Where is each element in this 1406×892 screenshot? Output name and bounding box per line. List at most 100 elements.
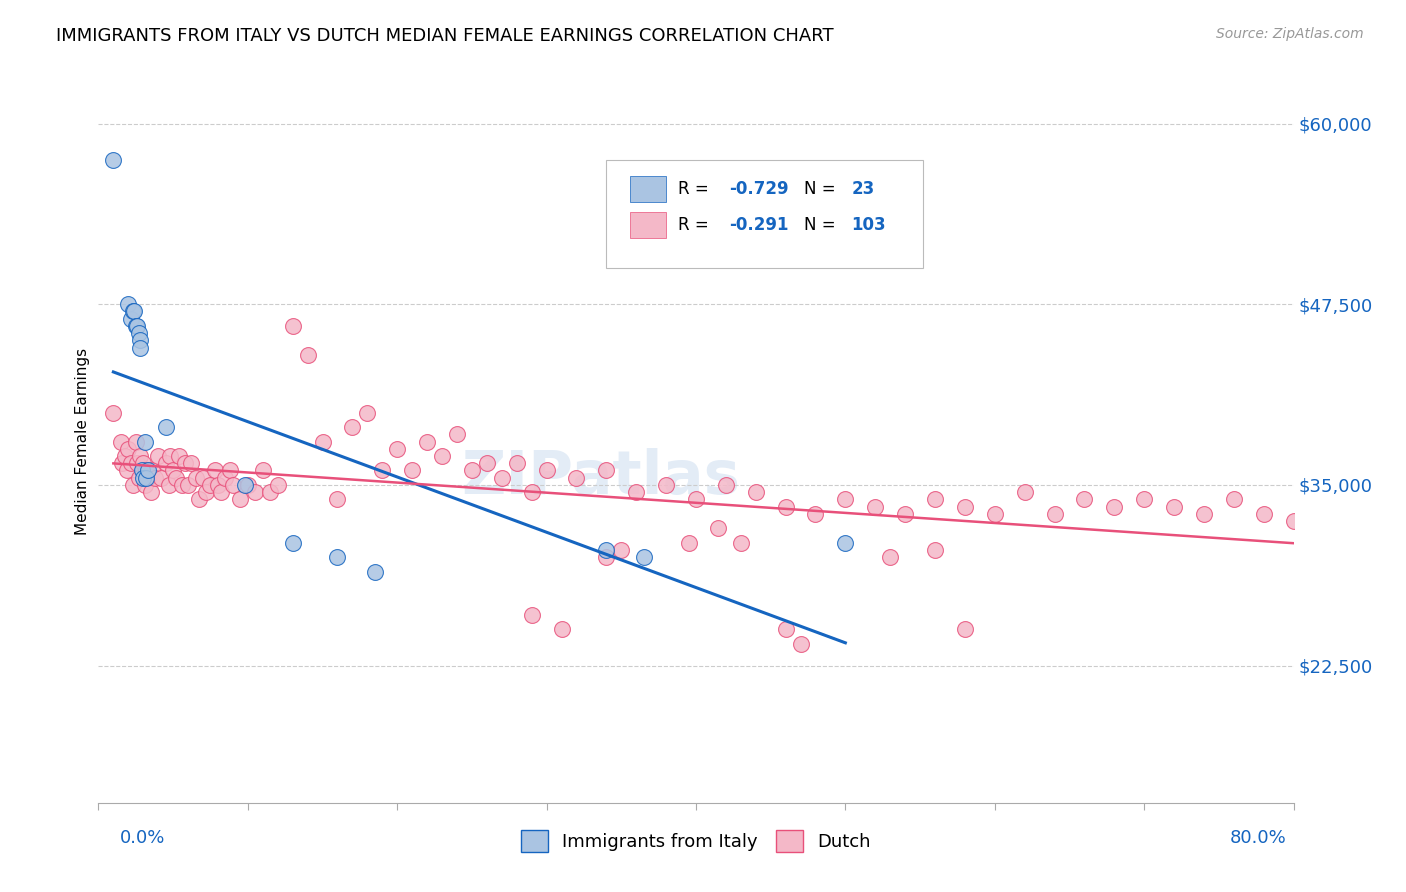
- Point: [1163, 500, 1185, 514]
- Point: [520, 485, 543, 500]
- Point: [111, 456, 134, 470]
- Point: [187, 492, 209, 507]
- Point: [1223, 492, 1246, 507]
- Point: [430, 449, 453, 463]
- Point: [236, 478, 259, 492]
- Point: [214, 470, 236, 484]
- Point: [103, 406, 125, 420]
- Point: [297, 348, 319, 362]
- Point: [222, 478, 245, 492]
- Point: [520, 607, 543, 622]
- Point: [136, 463, 159, 477]
- Text: IMMIGRANTS FROM ITALY VS DUTCH MEDIAN FEMALE EARNINGS CORRELATION CHART: IMMIGRANTS FROM ITALY VS DUTCH MEDIAN FE…: [56, 27, 834, 45]
- Point: [924, 492, 946, 507]
- Text: 103: 103: [852, 216, 886, 234]
- Text: N =: N =: [804, 179, 841, 198]
- Point: [120, 456, 142, 470]
- Point: [311, 434, 333, 449]
- Point: [1073, 492, 1095, 507]
- Point: [135, 463, 157, 477]
- Point: [655, 478, 678, 492]
- Point: [730, 535, 752, 549]
- Point: [924, 542, 946, 557]
- Point: [595, 550, 617, 565]
- Point: [134, 478, 156, 492]
- Text: 80.0%: 80.0%: [1230, 829, 1286, 847]
- Point: [141, 463, 163, 477]
- Point: [371, 463, 394, 477]
- Point: [127, 318, 149, 333]
- Point: [127, 456, 149, 470]
- Point: [610, 542, 633, 557]
- Point: [475, 456, 498, 470]
- Point: [103, 153, 125, 167]
- Text: -0.729: -0.729: [730, 179, 789, 198]
- Point: [461, 463, 484, 477]
- Point: [117, 442, 139, 456]
- Point: [633, 550, 655, 565]
- Point: [115, 463, 138, 477]
- Point: [157, 478, 180, 492]
- Point: [174, 456, 197, 470]
- Text: 0.0%: 0.0%: [120, 829, 165, 847]
- Text: -0.291: -0.291: [730, 216, 789, 234]
- Point: [128, 326, 150, 340]
- Point: [865, 500, 887, 514]
- Point: [207, 478, 229, 492]
- Point: [229, 492, 252, 507]
- Point: [789, 637, 811, 651]
- Text: 23: 23: [852, 179, 875, 198]
- Point: [209, 485, 232, 500]
- Legend: Immigrants from Italy, Dutch: Immigrants from Italy, Dutch: [513, 822, 879, 859]
- Point: [678, 535, 700, 549]
- Point: [180, 456, 202, 470]
- Point: [134, 434, 156, 449]
- Point: [177, 478, 200, 492]
- Point: [385, 442, 409, 456]
- Point: [714, 478, 737, 492]
- FancyBboxPatch shape: [630, 211, 666, 238]
- Point: [1192, 507, 1215, 521]
- Y-axis label: Median Female Earnings: Median Female Earnings: [75, 348, 90, 535]
- Point: [834, 535, 856, 549]
- Point: [259, 485, 281, 500]
- Point: [775, 623, 797, 637]
- Point: [132, 456, 155, 470]
- Point: [984, 507, 1007, 521]
- Point: [1133, 492, 1156, 507]
- Point: [506, 456, 529, 470]
- Point: [121, 478, 143, 492]
- Point: [139, 485, 162, 500]
- Point: [342, 420, 364, 434]
- Point: [159, 449, 181, 463]
- Point: [172, 478, 194, 492]
- Point: [162, 463, 184, 477]
- Point: [356, 406, 378, 420]
- Point: [200, 478, 222, 492]
- Point: [150, 470, 173, 484]
- Point: [219, 463, 242, 477]
- Point: [124, 304, 146, 318]
- Point: [401, 463, 423, 477]
- Point: [129, 341, 152, 355]
- Point: [129, 334, 152, 348]
- Point: [143, 470, 166, 484]
- Point: [155, 420, 177, 434]
- Point: [195, 485, 218, 500]
- Point: [184, 470, 207, 484]
- Point: [129, 449, 152, 463]
- Point: [121, 304, 143, 318]
- Point: [626, 485, 648, 500]
- Point: [879, 550, 901, 565]
- Point: [148, 449, 170, 463]
- Point: [953, 500, 976, 514]
- FancyBboxPatch shape: [606, 160, 922, 268]
- Point: [1253, 507, 1275, 521]
- Point: [204, 463, 226, 477]
- Point: [252, 463, 274, 477]
- Point: [125, 318, 148, 333]
- Point: [745, 485, 768, 500]
- Point: [536, 463, 558, 477]
- Point: [233, 478, 256, 492]
- Point: [565, 470, 588, 484]
